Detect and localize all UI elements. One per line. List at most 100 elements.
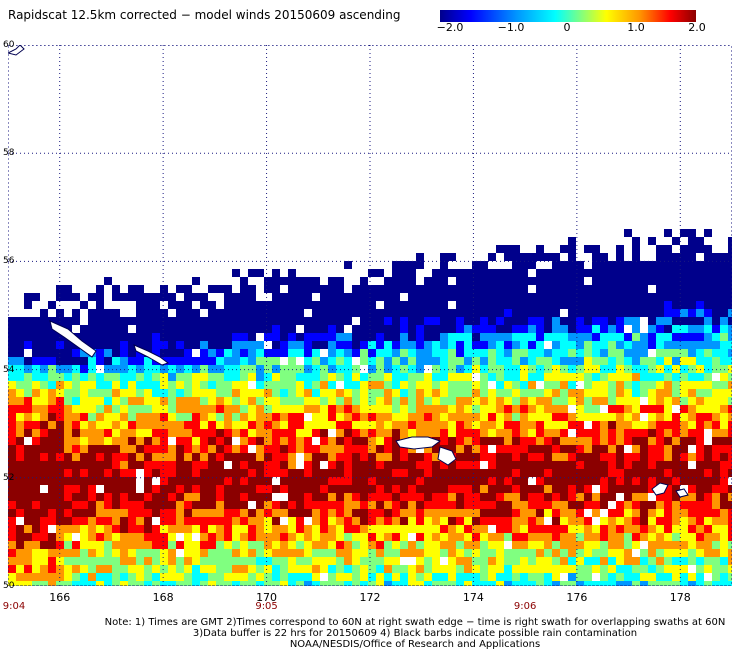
data-cell <box>224 381 232 389</box>
data-cell <box>624 277 632 285</box>
data-cell <box>264 565 272 573</box>
data-cell <box>376 485 384 493</box>
data-cell <box>112 485 120 493</box>
data-cell <box>152 557 160 565</box>
data-cell <box>120 509 128 517</box>
data-cell <box>328 533 336 541</box>
data-cell <box>96 573 104 581</box>
data-cell <box>680 261 688 269</box>
data-cell <box>576 397 584 405</box>
data-cell <box>168 493 176 501</box>
data-cell <box>176 477 184 485</box>
data-cell <box>624 461 632 469</box>
data-cell <box>120 317 128 325</box>
data-cell <box>280 501 288 509</box>
data-cell <box>416 581 424 586</box>
data-cell <box>8 333 16 341</box>
data-cell <box>216 469 224 477</box>
data-cell <box>680 541 688 549</box>
data-cell <box>456 541 464 549</box>
data-cell <box>528 429 536 437</box>
data-cell <box>64 549 72 557</box>
data-cell <box>160 421 168 429</box>
data-cell <box>248 501 256 509</box>
data-cell <box>536 365 544 373</box>
data-cell <box>720 445 728 453</box>
data-cell <box>384 365 392 373</box>
data-cell <box>704 261 712 269</box>
data-cell <box>552 309 560 317</box>
data-cell <box>24 541 32 549</box>
data-cell <box>512 309 520 317</box>
data-cell <box>312 453 320 461</box>
data-cell <box>304 501 312 509</box>
data-cell <box>368 293 376 301</box>
data-cell <box>72 317 80 325</box>
data-cell <box>352 301 360 309</box>
data-cell <box>280 461 288 469</box>
data-cell <box>128 445 136 453</box>
data-cell <box>96 469 104 477</box>
data-cell <box>520 445 528 453</box>
data-cell <box>72 373 80 381</box>
data-cell <box>96 309 104 317</box>
data-cell <box>320 405 328 413</box>
data-cell <box>520 397 528 405</box>
data-cell <box>360 453 368 461</box>
data-cell <box>352 525 360 533</box>
data-cell <box>8 357 16 365</box>
data-cell <box>528 285 536 293</box>
data-cell <box>608 453 616 461</box>
data-cell <box>464 317 472 325</box>
data-cell <box>608 405 616 413</box>
data-cell <box>344 461 352 469</box>
data-cell <box>256 373 264 381</box>
data-cell <box>568 253 576 261</box>
data-cell <box>328 453 336 461</box>
data-cell <box>688 261 696 269</box>
data-cell <box>464 333 472 341</box>
data-cell <box>96 349 104 357</box>
data-cell <box>712 453 720 461</box>
data-cell <box>8 453 16 461</box>
data-cell <box>400 541 408 549</box>
data-cell <box>600 349 608 357</box>
data-cell <box>472 365 480 373</box>
data-cell <box>8 413 16 421</box>
data-cell <box>664 501 672 509</box>
data-cell <box>416 349 424 357</box>
data-cell <box>16 429 24 437</box>
data-cell <box>208 429 216 437</box>
data-cell <box>680 373 688 381</box>
data-cell <box>432 565 440 573</box>
data-cell <box>488 349 496 357</box>
data-cell <box>456 509 464 517</box>
data-cell <box>352 397 360 405</box>
data-cell <box>704 541 712 549</box>
data-cell <box>648 493 656 501</box>
data-cell <box>360 285 368 293</box>
data-cell <box>680 325 688 333</box>
data-cell <box>432 301 440 309</box>
data-cell <box>512 269 520 277</box>
data-cell <box>368 557 376 565</box>
data-cell <box>520 557 528 565</box>
data-cell <box>672 541 680 549</box>
data-cell <box>416 557 424 565</box>
data-cell <box>376 405 384 413</box>
data-cell <box>392 557 400 565</box>
data-cell <box>184 349 192 357</box>
data-cell <box>504 501 512 509</box>
data-cell <box>240 405 248 413</box>
data-cell <box>712 549 720 557</box>
data-cell <box>520 517 528 525</box>
data-cell <box>608 365 616 373</box>
data-cell <box>456 365 464 373</box>
data-cell <box>432 373 440 381</box>
data-cell <box>608 413 616 421</box>
data-cell <box>200 413 208 421</box>
data-cell <box>704 285 712 293</box>
data-cell <box>128 565 136 573</box>
data-cell <box>640 325 648 333</box>
data-cell <box>480 293 488 301</box>
